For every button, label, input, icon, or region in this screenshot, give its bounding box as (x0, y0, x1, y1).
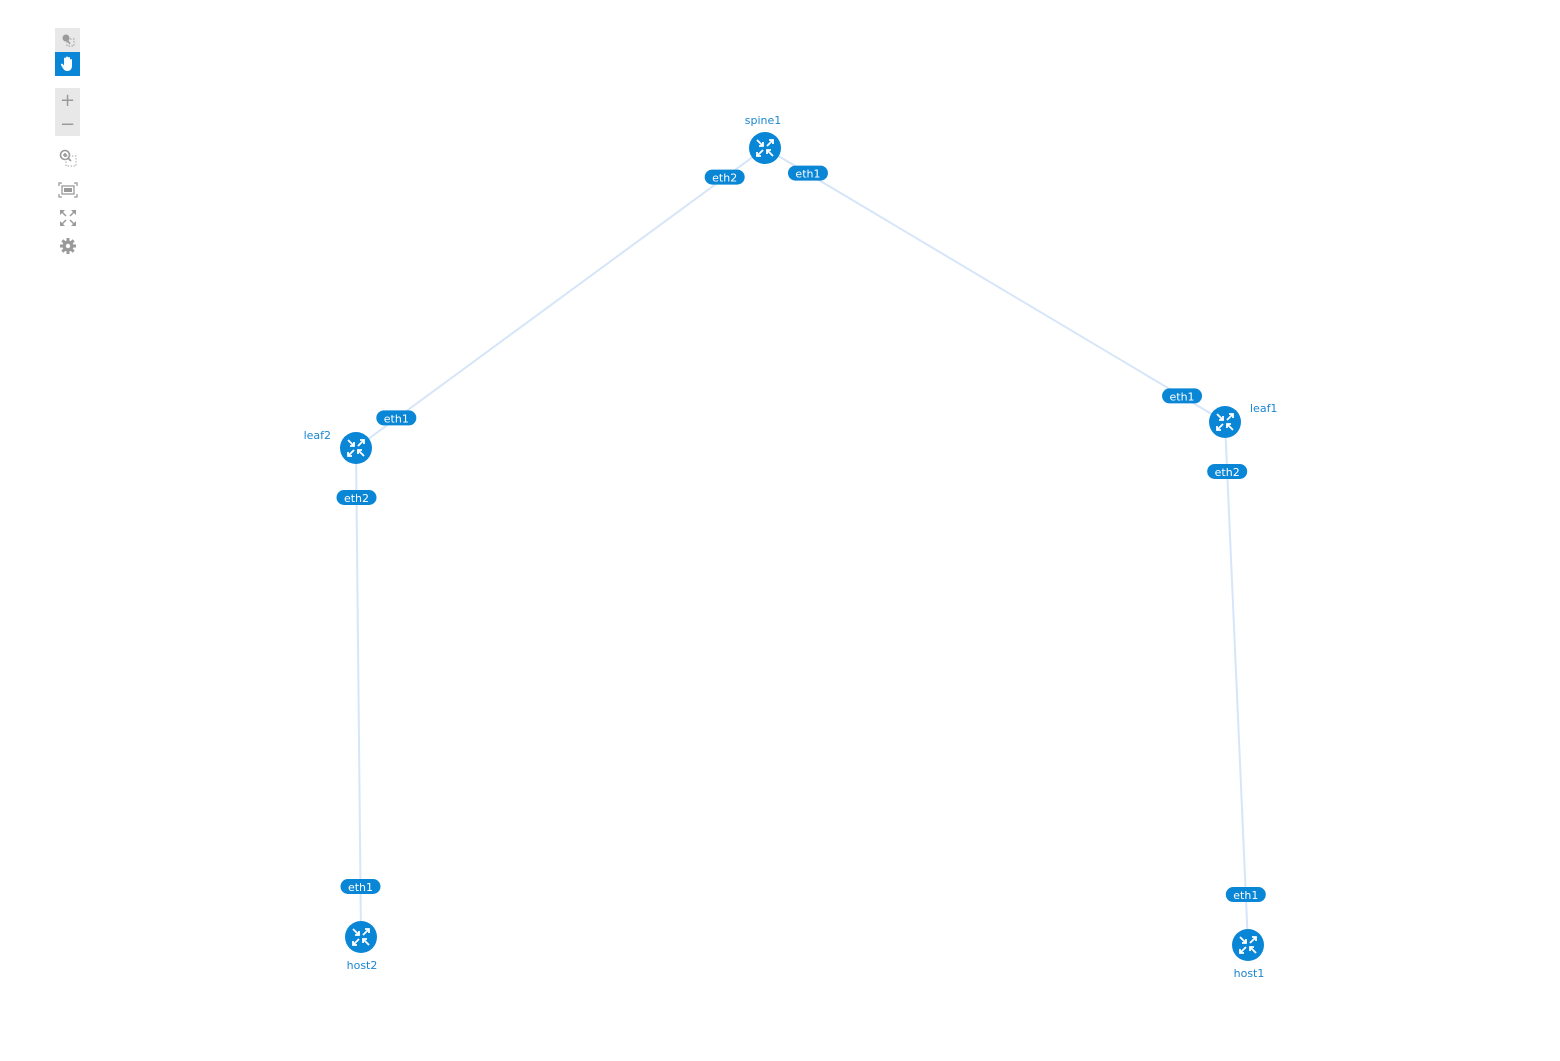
zoom-in-button[interactable]: + (55, 88, 80, 112)
fullscreen-button[interactable] (55, 206, 80, 230)
port-label-text: eth1 (1233, 889, 1258, 902)
port-label-text: eth2 (712, 172, 737, 185)
zoom-out-button[interactable]: − (55, 112, 80, 136)
select-icon (62, 34, 74, 47)
port-label-text: eth1 (1170, 390, 1195, 403)
port-label-eth2[interactable]: eth2 (704, 169, 745, 185)
port-label-eth1[interactable]: eth1 (340, 879, 381, 895)
port-label-eth1[interactable]: eth1 (787, 165, 828, 181)
port-label-text: eth1 (384, 412, 409, 425)
router-icon (347, 439, 365, 457)
router-icon (756, 139, 774, 157)
node-label: host2 (347, 959, 378, 972)
node-host1[interactable]: host1 (1232, 929, 1264, 980)
router-icon (352, 928, 370, 946)
zoom-selection-button[interactable] (55, 146, 80, 170)
node-label: leaf1 (1250, 402, 1277, 415)
port-label-eth2[interactable]: eth2 (336, 489, 377, 505)
router-icon (1216, 413, 1234, 431)
fit-to-screen-icon (57, 182, 78, 198)
zoom-selection-icon (59, 149, 76, 167)
port-label-eth1[interactable]: eth1 (1162, 388, 1203, 404)
settings-button[interactable] (55, 234, 80, 258)
pan-mode-button[interactable] (55, 52, 80, 76)
port-label-eth1[interactable]: eth1 (1225, 887, 1266, 903)
settings-gear-icon (59, 238, 76, 254)
pan-hand-icon (60, 56, 72, 71)
node-spine1[interactable]: spine1 (745, 114, 782, 164)
port-label-eth2[interactable]: eth2 (1207, 463, 1248, 479)
node-host2[interactable]: host2 (345, 921, 377, 972)
port-label-eth1[interactable]: eth1 (376, 410, 417, 426)
zoom-in-icon: + (59, 89, 76, 111)
node-label: host1 (1234, 967, 1265, 980)
port-label-text: eth2 (1215, 466, 1240, 479)
port-label-text: eth1 (348, 881, 373, 894)
link-spine1-leaf1[interactable] (764, 147, 1226, 423)
fit-screen-button[interactable] (55, 178, 80, 202)
node-label: spine1 (745, 114, 782, 127)
node-leaf1[interactable]: leaf1 (1209, 402, 1277, 438)
fullscreen-icon (59, 210, 76, 226)
node-label: leaf2 (304, 429, 331, 442)
link-leaf2-host2[interactable] (355, 447, 362, 938)
node-leaf2[interactable]: leaf2 (304, 429, 372, 464)
port-label-text: eth1 (795, 168, 820, 181)
link-spine1-leaf2[interactable] (355, 147, 766, 449)
zoom-out-icon: − (59, 113, 76, 135)
topology-toolbar: + − (55, 28, 80, 258)
link-leaf1-host1[interactable] (1224, 421, 1249, 946)
select-mode-button[interactable] (55, 28, 80, 52)
port-label-text: eth2 (344, 492, 369, 505)
router-icon (1239, 936, 1257, 954)
